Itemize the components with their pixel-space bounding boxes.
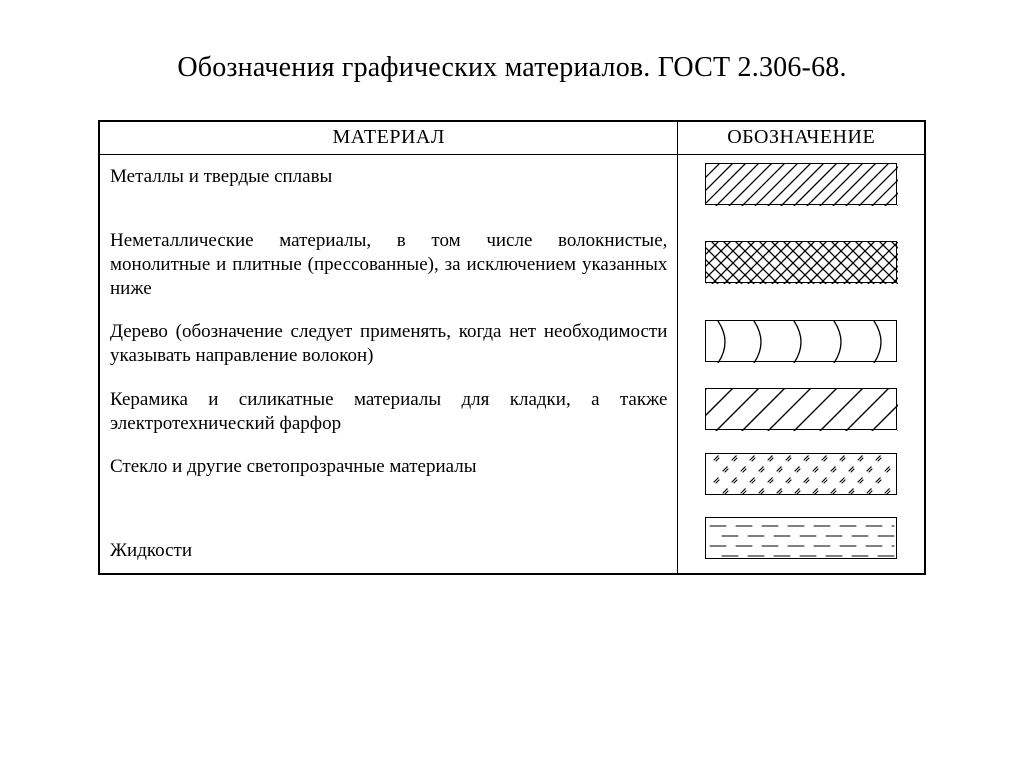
page-title: Обозначения графических материалов. ГОСТ… [0, 52, 1024, 84]
table-body: Металлы и твердые сплавы Неметаллические… [100, 155, 924, 574]
material-swatch-cell [678, 509, 924, 573]
hatch-glass-icon [705, 453, 897, 495]
table-row: Стекло и другие светопрозрачные материал… [100, 445, 924, 509]
material-swatch-cell [678, 445, 924, 509]
hatch-liquid-icon [705, 517, 897, 559]
materials-table: МАТЕРИАЛ ОБОЗНАЧЕНИЕ Металлы и твердые с… [100, 122, 924, 573]
table-row: Неметаллические материалы, в том числе в… [100, 219, 924, 310]
material-swatch-cell [678, 310, 924, 378]
material-label: Керамика и силикатные материалы для клад… [100, 378, 678, 446]
table-row: Жидкости [100, 509, 924, 573]
column-header-material: МАТЕРИАЛ [100, 122, 678, 155]
table-header-row: МАТЕРИАЛ ОБОЗНАЧЕНИЕ [100, 122, 924, 155]
material-swatch-cell [678, 378, 924, 446]
material-label: Металлы и твердые сплавы [100, 155, 678, 220]
hatch-nonmetal-icon [705, 241, 897, 283]
table-row: Металлы и твердые сплавы [100, 155, 924, 220]
page: Обозначения графических материалов. ГОСТ… [0, 0, 1024, 768]
material-label: Стекло и другие светопрозрачные материал… [100, 445, 678, 509]
material-swatch-cell [678, 219, 924, 310]
hatch-ceramic-icon [705, 388, 897, 430]
material-label: Дерево (обозначение следует применять, к… [100, 310, 678, 378]
material-swatch-cell [678, 155, 924, 220]
hatch-wood-icon [705, 320, 897, 362]
table-row: Керамика и силикатные материалы для клад… [100, 378, 924, 446]
material-label: Неметаллические материалы, в том числе в… [100, 219, 678, 310]
materials-table-container: МАТЕРИАЛ ОБОЗНАЧЕНИЕ Металлы и твердые с… [98, 120, 926, 575]
column-header-symbol: ОБОЗНАЧЕНИЕ [678, 122, 924, 155]
table-row: Дерево (обозначение следует применять, к… [100, 310, 924, 378]
material-label: Жидкости [100, 509, 678, 573]
hatch-metals-icon [705, 163, 897, 205]
